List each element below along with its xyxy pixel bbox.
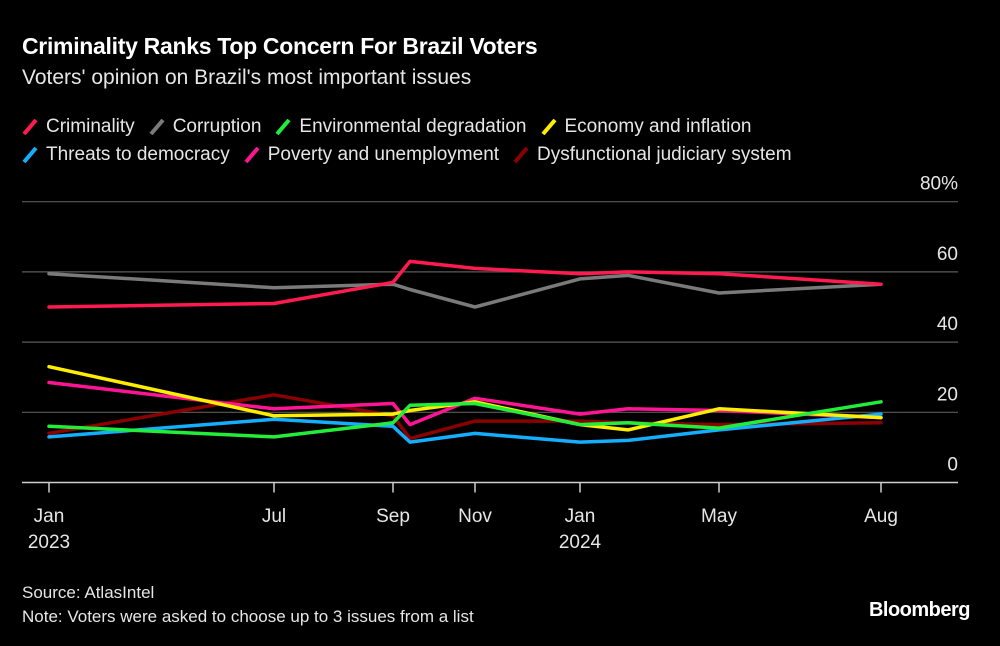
legend-item: Threats to democracy [22, 141, 230, 169]
chart-title: Criminality Ranks Top Concern For Brazil… [22, 33, 538, 59]
series-line-environmental-degradation [47, 400, 883, 439]
legend-swatch-icon [275, 119, 291, 135]
footnotes: Source: AtlasIntel Note: Voters were ask… [22, 581, 474, 629]
legend-item: Dysfunctional judiciary system [513, 141, 792, 169]
y-tick-label: 0 [947, 455, 958, 476]
legend-label: Threats to democracy [46, 144, 230, 165]
legend-item: Poverty and unemployment [244, 141, 499, 169]
y-tick-label: 20 [937, 384, 958, 405]
x-tick-year-label: 2023 [28, 532, 70, 553]
legend-item: Environmental degradation [275, 113, 527, 141]
note-text: Note: Voters were asked to choose up to … [22, 607, 474, 626]
legend-swatch-icon [22, 119, 38, 135]
source-text: Source: AtlasIntel [22, 583, 155, 602]
legend-swatch-icon [540, 119, 557, 135]
legend-swatch-icon [149, 119, 165, 135]
chart-subtitle: Voters' opinion on Brazil's most importa… [22, 66, 472, 89]
legend-swatch-icon [513, 147, 529, 163]
series-line-criminality [47, 259, 883, 309]
x-tick-label: Jan [34, 506, 65, 527]
x-tick-label: Jul [262, 506, 286, 527]
x-tick-label: May [701, 506, 737, 527]
legend-item: Economy and inflation [540, 113, 752, 141]
legend: Criminality Corruption Environmental degra… [22, 113, 982, 169]
series-line-corruption [47, 271, 883, 309]
y-tick-label: 80% [920, 174, 958, 195]
legend-label: Environmental degradation [299, 116, 527, 137]
y-tick-label: 60 [937, 244, 958, 265]
bloomberg-logo: Bloomberg [868, 599, 971, 621]
legend-label: Economy and inflation [564, 116, 752, 137]
legend-label: Poverty and unemployment [267, 144, 500, 165]
legend-label: Criminality [46, 116, 135, 137]
x-tick-label: Sep [376, 506, 410, 527]
series-line-poverty-and-unemployment [47, 380, 883, 427]
x-tick-year-label: 2024 [559, 532, 602, 553]
x-tick-label: Jan [565, 506, 596, 527]
legend-item: Corruption [149, 113, 262, 141]
legend-label: Dysfunctional judiciary system [537, 144, 792, 165]
legend-swatch-icon [244, 147, 260, 163]
x-tick-label: Aug [864, 506, 898, 527]
x-tick-label: Nov [458, 506, 492, 527]
series-line-dysfunctional-judiciary-system [47, 393, 883, 441]
legend-swatch-icon [22, 147, 38, 163]
y-tick-label: 40 [937, 314, 958, 335]
series-line-threats-to-democracy [47, 412, 883, 444]
legend-label: Corruption [172, 116, 262, 137]
legend-item: Criminality [22, 113, 135, 141]
